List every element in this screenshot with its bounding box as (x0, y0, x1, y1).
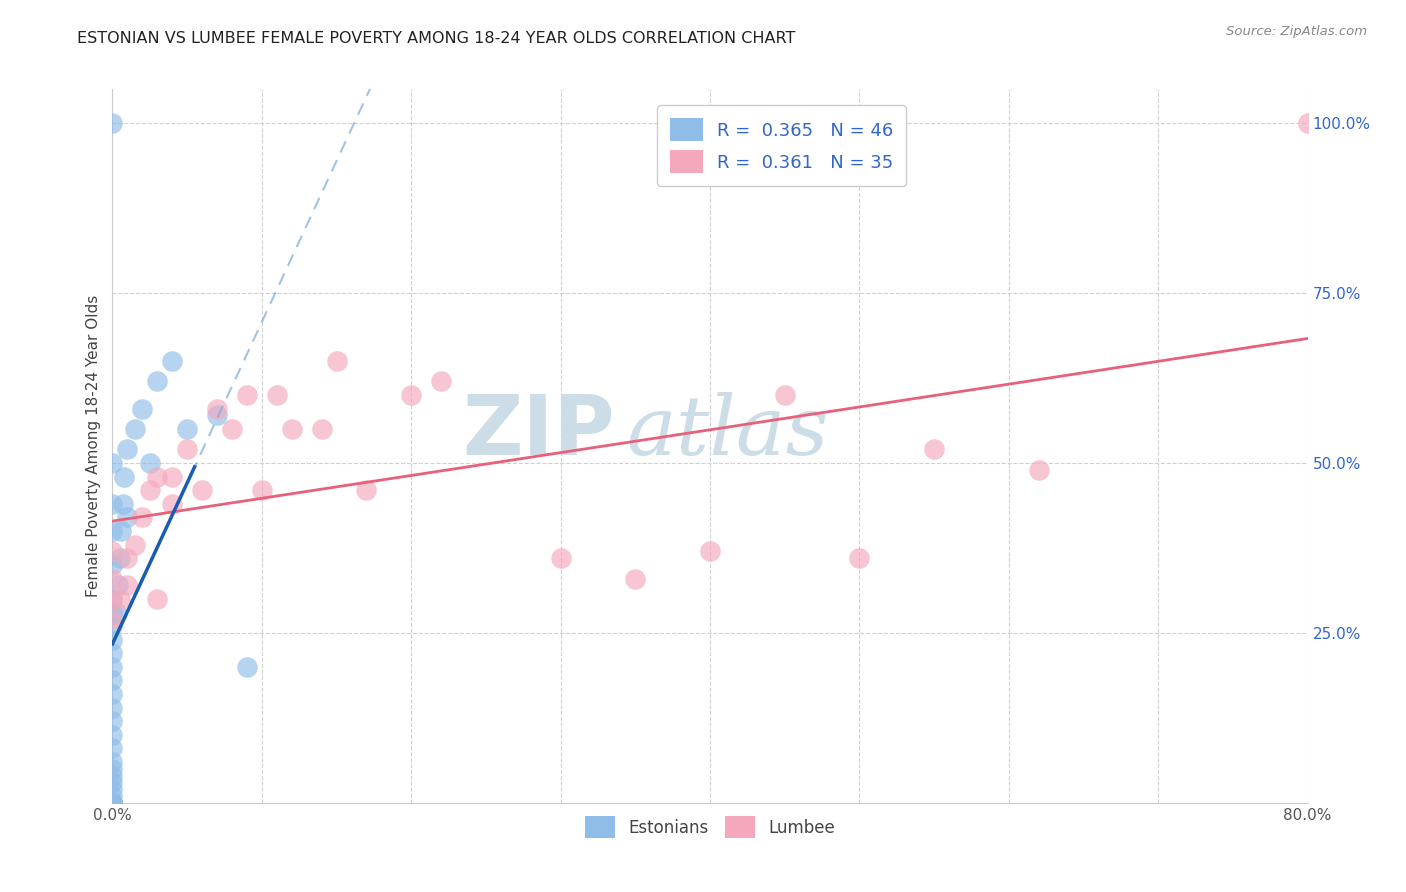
Point (101, 456, 124, 470)
Point (101, 714, 124, 729)
Point (101, 728, 124, 742)
Point (101, 673, 124, 688)
Point (101, 700, 124, 714)
Point (101, 782, 124, 797)
Point (108, 551, 131, 566)
Point (117, 551, 139, 566)
Point (101, 632, 124, 647)
Text: ESTONIAN VS LUMBEE FEMALE POVERTY AMONG 18-24 YEAR OLDS CORRELATION CHART: ESTONIAN VS LUMBEE FEMALE POVERTY AMONG … (77, 31, 796, 46)
Point (176, 422, 198, 436)
Point (101, 660, 124, 674)
Point (101, 497, 124, 511)
Point (101, 544, 124, 558)
Point (101, 755, 124, 769)
Point (162, 354, 183, 368)
Point (114, 469, 135, 483)
Point (1296, 116, 1319, 130)
Point (101, 646, 124, 660)
Point (236, 660, 259, 674)
Point (1028, 463, 1050, 477)
Point (101, 762, 124, 776)
Point (101, 796, 124, 810)
Point (124, 537, 146, 551)
Point (191, 483, 214, 498)
Point (311, 422, 333, 436)
Point (101, 619, 124, 633)
Point (101, 769, 124, 783)
Point (101, 796, 124, 810)
Point (108, 591, 131, 606)
Point (356, 483, 378, 498)
Point (101, 558, 124, 572)
Point (176, 442, 198, 457)
Point (139, 456, 162, 470)
Text: ZIP: ZIP (463, 392, 614, 472)
Point (101, 741, 124, 756)
Point (699, 544, 721, 558)
Point (101, 775, 124, 789)
Point (430, 375, 453, 389)
Point (146, 375, 169, 389)
Point (117, 578, 139, 592)
Point (101, 572, 124, 586)
Point (848, 551, 870, 566)
Point (236, 388, 259, 402)
Point (162, 469, 183, 483)
Point (146, 591, 169, 606)
Point (117, 442, 139, 457)
Point (105, 606, 128, 620)
Point (101, 796, 124, 810)
Point (111, 497, 134, 511)
Point (139, 483, 162, 498)
Point (624, 572, 647, 586)
Point (117, 510, 139, 524)
Point (550, 551, 572, 566)
Point (110, 524, 132, 538)
Point (250, 483, 273, 498)
Point (101, 591, 124, 606)
Point (221, 422, 243, 436)
Legend: Estonians, Lumbee: Estonians, Lumbee (578, 810, 842, 845)
Point (101, 796, 124, 810)
Point (101, 612, 124, 626)
Point (101, 796, 124, 810)
Point (162, 497, 183, 511)
Point (922, 442, 945, 457)
Point (281, 422, 304, 436)
Point (101, 591, 124, 606)
Point (107, 578, 129, 592)
Point (266, 388, 288, 402)
Point (101, 116, 124, 130)
Point (101, 687, 124, 701)
Point (401, 388, 423, 402)
Text: Source: ZipAtlas.com: Source: ZipAtlas.com (1226, 25, 1367, 38)
Point (101, 796, 124, 810)
Point (146, 469, 169, 483)
Y-axis label: Female Poverty Among 18-24 Year Olds: Female Poverty Among 18-24 Year Olds (86, 295, 101, 597)
Point (101, 524, 124, 538)
Point (131, 401, 153, 416)
Point (124, 422, 146, 436)
Point (205, 409, 228, 423)
Point (205, 401, 228, 416)
Point (101, 789, 124, 803)
Point (131, 510, 153, 524)
Point (773, 388, 796, 402)
Point (101, 796, 124, 810)
Text: atlas: atlas (627, 392, 828, 472)
Point (325, 354, 347, 368)
Point (101, 606, 124, 620)
